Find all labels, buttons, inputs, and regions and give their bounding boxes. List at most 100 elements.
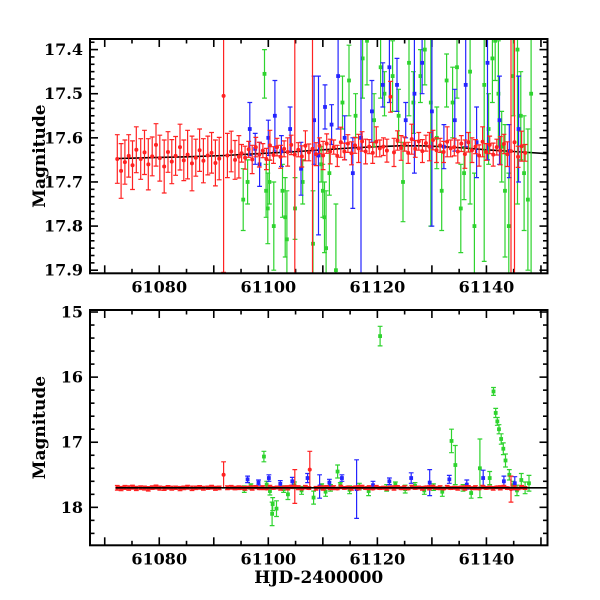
data-point: [247, 127, 252, 131]
data-point: [340, 476, 344, 480]
data-point: [360, 139, 365, 144]
data-point: [279, 149, 284, 153]
data-point: [366, 489, 371, 493]
y-tick-label: 17.6: [44, 128, 83, 147]
data-point: [402, 142, 407, 147]
data-point: [472, 224, 477, 228]
data-point: [336, 74, 341, 78]
data-point: [525, 197, 530, 202]
data-point: [413, 483, 417, 488]
red-series: [114, 39, 528, 274]
data-point: [444, 78, 449, 83]
data-point: [519, 478, 524, 482]
data-point: [507, 472, 512, 477]
data-point: [271, 224, 276, 228]
data-point: [241, 197, 246, 202]
data-point: [138, 157, 143, 162]
data-point: [462, 171, 466, 176]
green-series: [241, 325, 532, 527]
data-point: [320, 188, 325, 193]
data-point: [523, 150, 528, 155]
data-point: [278, 482, 283, 486]
data-point: [327, 171, 332, 176]
data-point: [412, 91, 417, 96]
data-point: [515, 488, 519, 493]
data-point: [245, 180, 250, 184]
data-point: [288, 127, 293, 131]
data-point: [519, 144, 524, 149]
data-point: [393, 482, 398, 487]
data-point: [430, 138, 435, 143]
data-point: [272, 113, 277, 118]
data-point: [491, 389, 496, 394]
data-point: [392, 150, 397, 155]
data-point: [452, 118, 457, 123]
x-tick-label: 61100: [240, 277, 296, 296]
data-point: [275, 145, 280, 150]
data-point: [480, 139, 485, 144]
data-point: [458, 206, 463, 211]
data-point: [193, 155, 198, 160]
y-tick-label: 17.9: [44, 261, 83, 280]
data-point: [449, 439, 454, 443]
data-point: [274, 506, 279, 511]
data-point: [245, 477, 250, 482]
data-point: [150, 154, 155, 159]
data-point: [153, 142, 158, 147]
data-point: [453, 463, 458, 467]
data-point: [303, 143, 308, 148]
data-point: [422, 47, 427, 52]
data-point: [377, 146, 382, 151]
data-point: [406, 150, 411, 155]
data-point: [321, 153, 326, 158]
data-point: [455, 149, 460, 154]
data-point: [217, 156, 222, 161]
data-point: [262, 454, 266, 459]
data-point: [305, 476, 310, 480]
data-point: [324, 141, 329, 146]
data-point: [289, 142, 294, 147]
data-point: [134, 147, 139, 152]
data-point: [262, 71, 267, 76]
data-point: [271, 153, 276, 158]
data-point: [119, 168, 124, 173]
y-tick-label: 17.8: [44, 217, 83, 236]
data-point: [338, 140, 343, 145]
data-point: [323, 105, 327, 109]
data-point: [319, 162, 324, 167]
data-point: [360, 56, 365, 61]
data-point: [115, 157, 120, 162]
data-point: [473, 144, 478, 149]
data-point: [299, 166, 303, 171]
data-point: [126, 153, 131, 158]
data-point: [485, 60, 490, 65]
data-point: [327, 480, 332, 485]
data-point: [497, 427, 501, 432]
data-point: [266, 476, 271, 480]
data-point: [501, 142, 506, 147]
data-point: [347, 78, 351, 83]
data-point: [403, 118, 408, 123]
data-point: [448, 146, 453, 151]
data-point: [427, 480, 432, 485]
data-point: [381, 144, 386, 149]
data-point: [399, 145, 404, 150]
data-point: [409, 476, 414, 480]
data-point: [130, 163, 135, 168]
data-point: [317, 143, 322, 148]
data-point: [429, 109, 434, 114]
data-point: [243, 155, 248, 160]
data-point: [253, 145, 258, 150]
data-point: [382, 91, 387, 96]
data-point: [512, 140, 517, 145]
data-point: [401, 180, 405, 184]
blue-series: [245, 459, 518, 519]
data-point: [284, 237, 289, 242]
data-point: [450, 100, 455, 105]
data-point: [334, 268, 338, 273]
data-point: [463, 82, 468, 87]
data-point: [522, 171, 526, 176]
data-point: [323, 489, 328, 494]
data-point: [367, 144, 372, 149]
